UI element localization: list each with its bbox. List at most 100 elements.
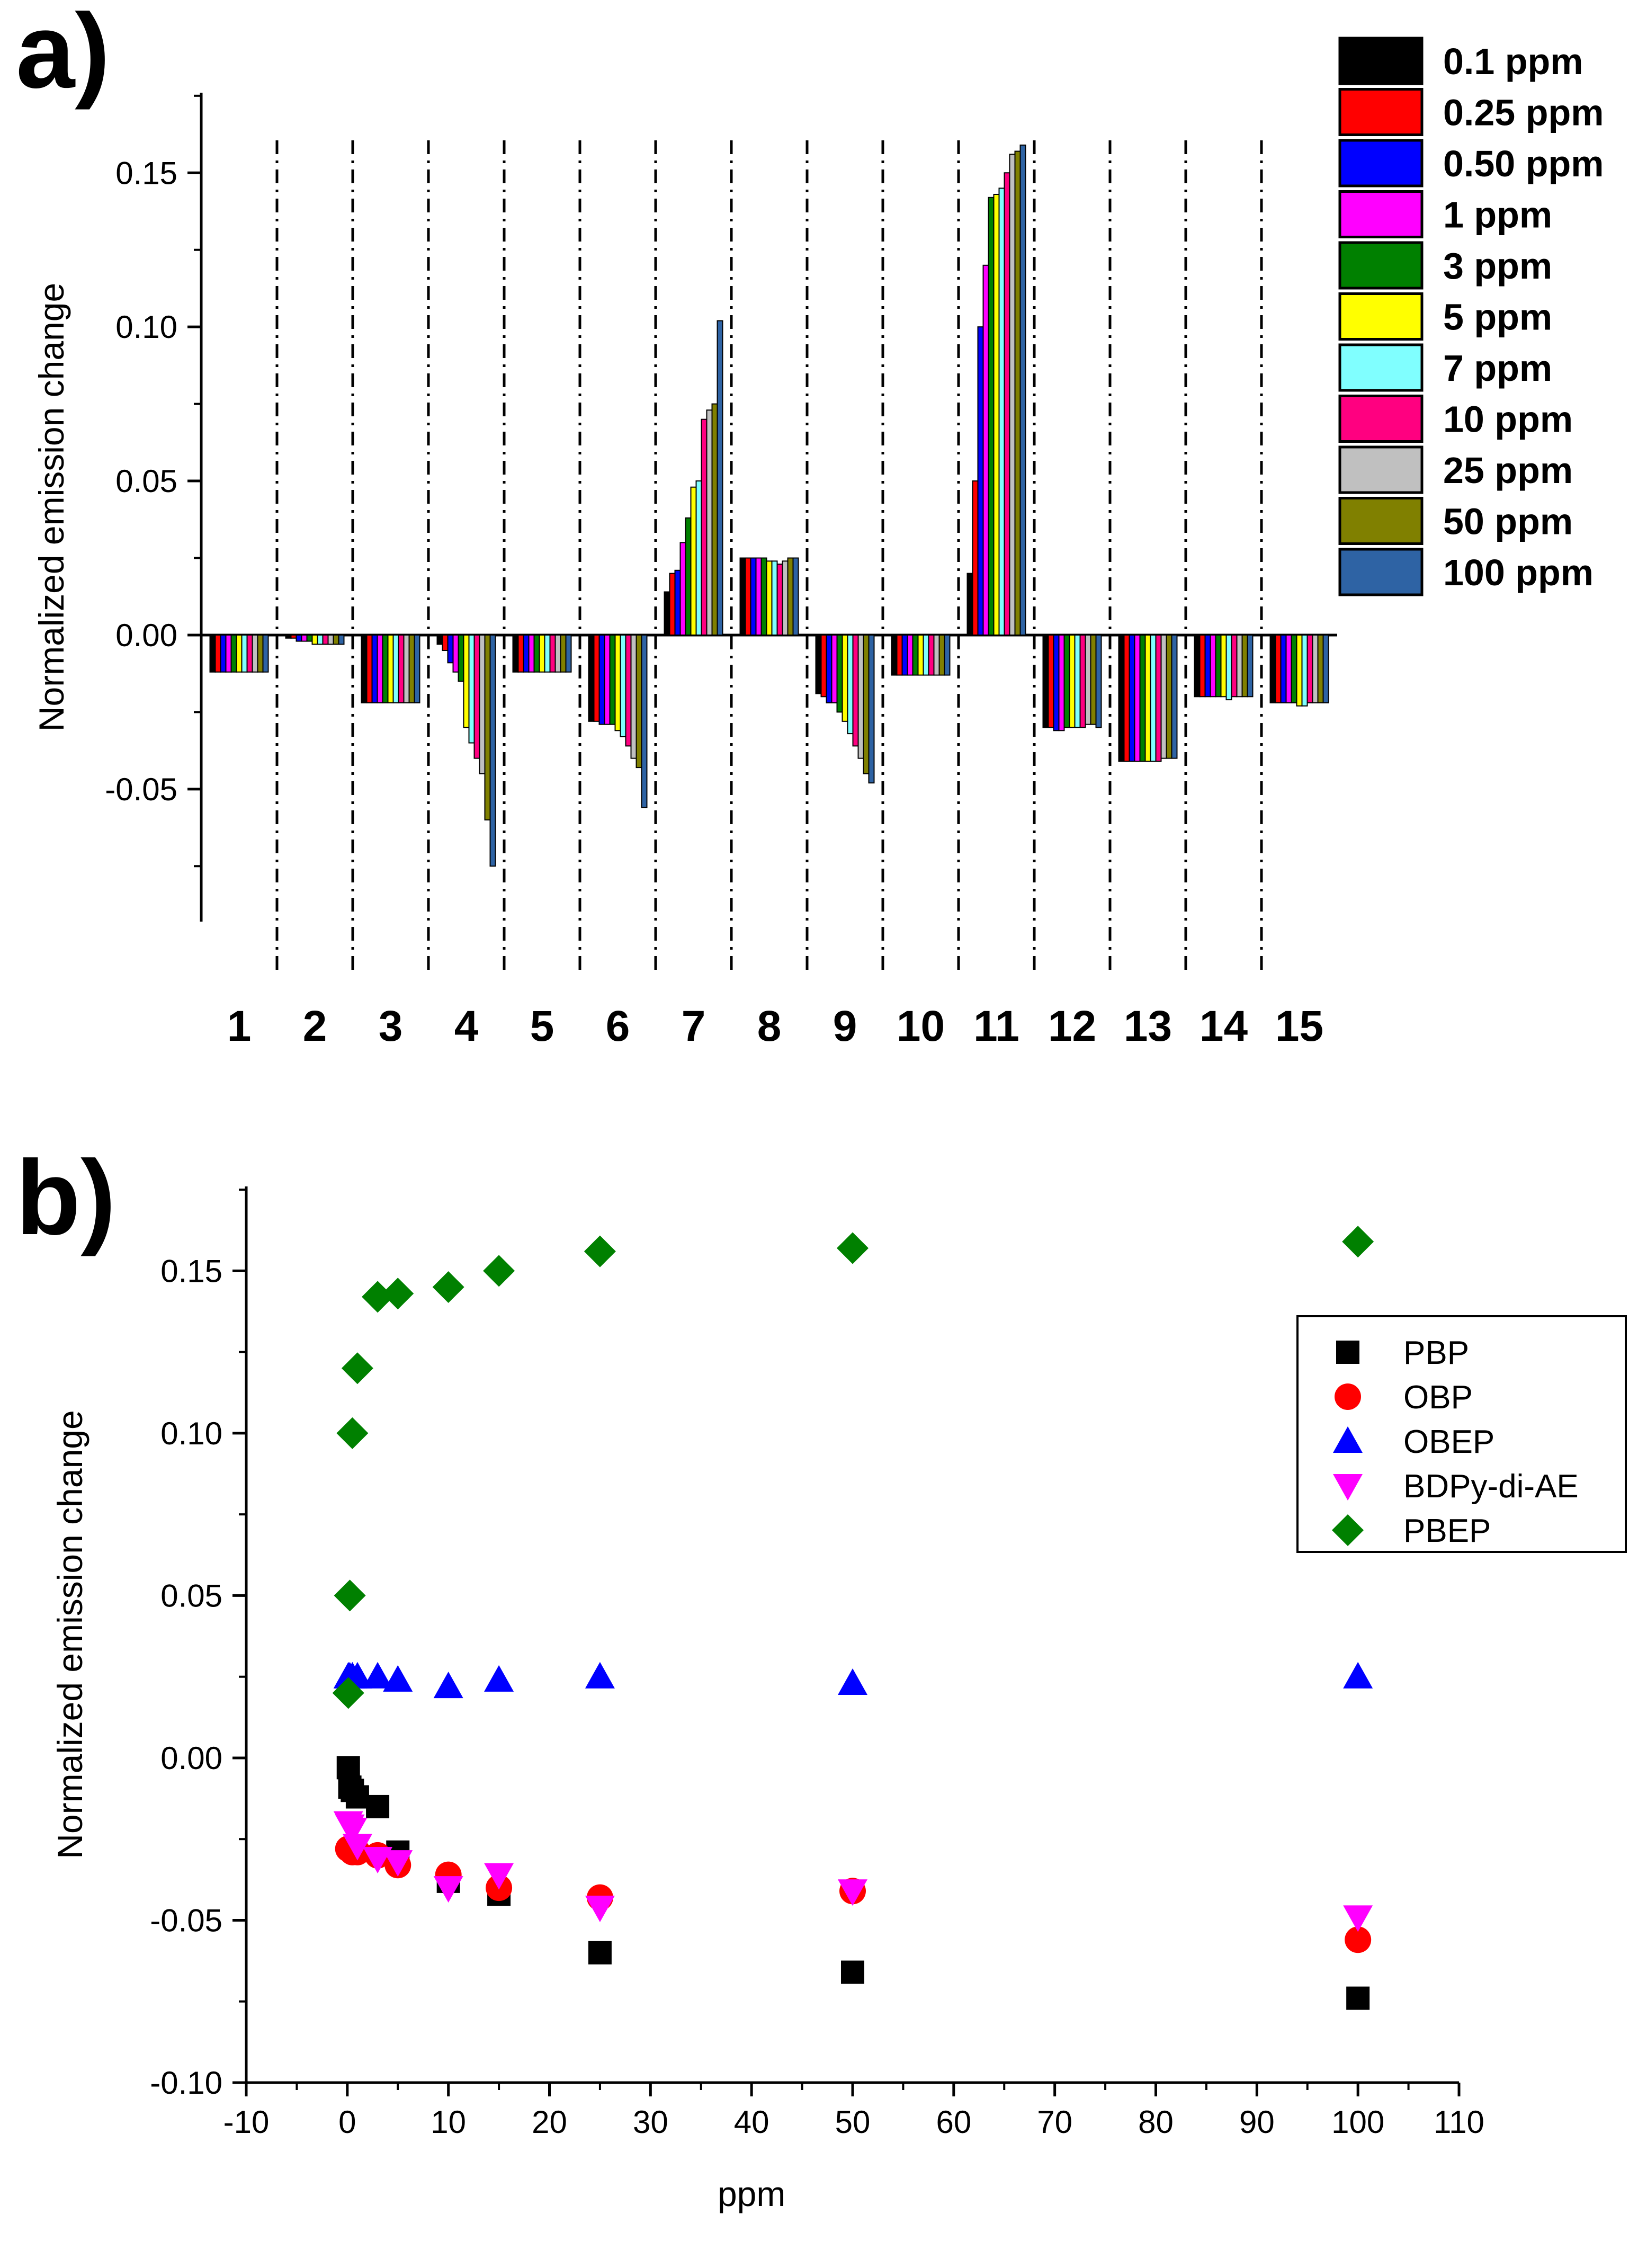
bar xyxy=(403,634,410,703)
bar xyxy=(750,557,757,636)
data-point xyxy=(336,1756,360,1780)
bar xyxy=(1210,634,1216,698)
legend-label: BDPy-di-AE xyxy=(1403,1468,1579,1505)
bar xyxy=(1004,172,1010,636)
scatter-chart-panel-b: 0.15 0.10 0.05 0.00 -0.05 -0.10-10 0 10 20 30 40 50… xyxy=(50,1186,1627,2213)
bar xyxy=(792,557,799,636)
category-label: 8 xyxy=(757,1002,782,1050)
bar xyxy=(1312,634,1319,703)
bar xyxy=(993,193,1000,636)
bar xyxy=(701,418,708,636)
bar xyxy=(338,634,345,645)
bar xyxy=(317,634,324,645)
y-tick-label-a: 0.00 xyxy=(115,618,177,653)
y-axis-title-a: Normalized emission change xyxy=(32,283,71,731)
category-label: 15 xyxy=(1275,1002,1323,1050)
legend-swatch xyxy=(1338,292,1424,341)
category-label: 10 xyxy=(897,1002,945,1050)
x-tick-label-b: 40 xyxy=(734,2104,769,2140)
y-tick-label-a: 0.15 xyxy=(115,155,177,191)
bar xyxy=(836,634,843,713)
bar xyxy=(674,569,681,636)
data-point xyxy=(363,1662,393,1689)
data-point xyxy=(382,1278,414,1310)
bar xyxy=(361,634,368,703)
x-tick-label-b: 70 xyxy=(1037,2104,1072,2140)
bar xyxy=(1280,634,1287,703)
bar xyxy=(1139,634,1146,762)
bar xyxy=(739,557,746,636)
x-tick-label-b: 100 xyxy=(1331,2104,1384,2140)
x-tick-label-b: -10 xyxy=(223,2104,270,2140)
legend-swatch xyxy=(1338,343,1424,392)
legend-label: 25 ppm xyxy=(1443,450,1573,491)
data-point xyxy=(366,1794,390,1818)
bar xyxy=(755,557,762,636)
x-tick-label-b: 50 xyxy=(835,2104,871,2140)
y-tick-label-b: 0.05 xyxy=(160,1578,222,1613)
bar xyxy=(1236,634,1243,698)
bar xyxy=(625,634,632,747)
x-tick-label-b: 80 xyxy=(1138,2104,1174,2140)
x-axis-title-b: ppm xyxy=(718,2174,785,2213)
bar xyxy=(928,634,935,676)
y-tick-label-b: 0.00 xyxy=(160,1740,222,1776)
data-point xyxy=(383,1850,413,1877)
bar xyxy=(1317,634,1324,703)
data-point xyxy=(362,1281,394,1313)
data-point xyxy=(345,1785,369,1809)
bar xyxy=(782,560,789,636)
bar xyxy=(998,187,1005,636)
bar xyxy=(706,409,713,636)
bar xyxy=(614,634,621,731)
legend-marker xyxy=(1335,1383,1361,1410)
category-label: 12 xyxy=(1048,1002,1096,1050)
legend-swatch xyxy=(1338,395,1424,443)
y-tick-label-a: 0.05 xyxy=(115,463,177,499)
bar xyxy=(554,634,561,673)
legend-swatch xyxy=(1338,190,1424,238)
bar xyxy=(852,634,859,747)
legend-marker xyxy=(1333,1426,1363,1453)
bar xyxy=(711,403,718,636)
data-point xyxy=(1342,1226,1374,1258)
bar xyxy=(533,634,540,673)
bar xyxy=(214,634,221,673)
bar xyxy=(1247,634,1254,698)
bar xyxy=(1220,634,1227,698)
bar xyxy=(944,634,951,676)
bar xyxy=(938,634,945,676)
data-point xyxy=(1346,1986,1370,2010)
bar xyxy=(690,486,697,636)
bar xyxy=(669,573,676,636)
category-label: 1 xyxy=(227,1002,252,1050)
y-axis-title-b: Normalized emission change xyxy=(50,1410,89,1859)
bar xyxy=(442,634,449,651)
bar xyxy=(1079,634,1086,728)
bar xyxy=(333,634,339,645)
y-tick-label-b: 0.15 xyxy=(160,1253,222,1289)
bar xyxy=(620,634,626,737)
legend-label: 100 ppm xyxy=(1443,552,1594,593)
bar xyxy=(544,634,551,673)
y-tick-label-a: -0.05 xyxy=(105,772,177,807)
bar xyxy=(473,634,480,759)
data-point xyxy=(1343,1905,1373,1932)
bar xyxy=(1215,634,1222,698)
legend-marker xyxy=(1333,1474,1363,1501)
bar xyxy=(382,634,389,703)
bar xyxy=(306,634,313,642)
bar xyxy=(901,634,908,676)
bar xyxy=(1269,634,1276,703)
bar xyxy=(826,634,833,703)
bar xyxy=(252,634,258,673)
bar xyxy=(966,573,973,636)
category-label: 11 xyxy=(973,1002,1019,1050)
bar xyxy=(1063,634,1070,728)
bar xyxy=(787,557,794,636)
x-tick-label-b: 110 xyxy=(1434,2104,1484,2140)
legend-swatch xyxy=(1338,37,1424,85)
legend-label: 0.1 ppm xyxy=(1443,41,1583,82)
bar xyxy=(301,634,308,642)
